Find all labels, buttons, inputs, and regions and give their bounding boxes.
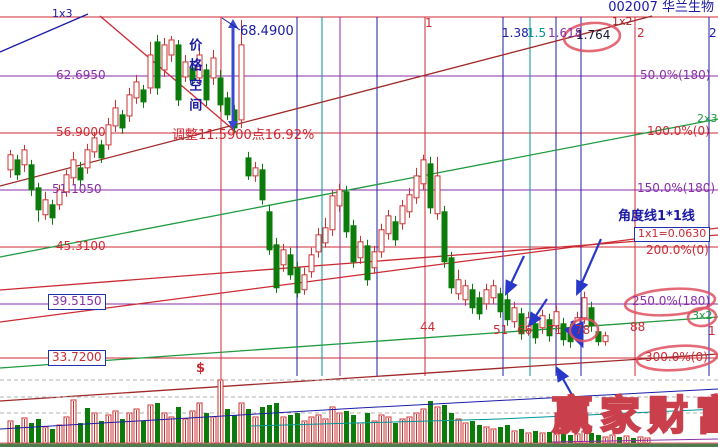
pct-label-300: 300.0%(0)	[645, 350, 708, 364]
time-count-71: 71	[547, 323, 563, 337]
cycle-1-label: 1	[425, 16, 433, 30]
pct-label-50: 50.0%(180)	[640, 68, 711, 82]
fib-1764-label: 1.764	[576, 28, 611, 42]
fib-15-label: 1.5	[527, 26, 547, 40]
cycle-2-label: 2	[637, 26, 645, 40]
price-label-62: 62.6950	[56, 68, 106, 82]
time-count-66: 66	[517, 323, 533, 337]
time-count-51: 51	[493, 323, 509, 337]
annotation-arrows-layer	[221, 17, 603, 396]
price-label-39-boxed: 39.5150	[48, 294, 106, 311]
price-space-annotation: 价格空间	[186, 38, 202, 118]
cycle-2b-label: 2	[709, 26, 717, 40]
price-label-51: 51.1050	[52, 182, 102, 196]
pct-label-250: 250.0%(180)	[632, 294, 711, 308]
pct-label-100: 100.0%(0)	[647, 124, 710, 138]
gann-fan-layer	[0, 13, 718, 402]
dollar-marker: $	[196, 361, 206, 376]
site-watermark: 赢家财富网	[551, 393, 718, 439]
angle-line-annotation: 角度线1*1线	[618, 209, 695, 224]
grid-layer	[0, 16, 718, 443]
fib-1618-label: 1.618	[548, 26, 583, 40]
gann-3x2-label: 3x2	[692, 309, 713, 322]
time-count-88: 88	[630, 320, 646, 334]
pct-label-200: 200.0%(0)	[646, 243, 709, 257]
fib-138-label: 1.38	[502, 26, 529, 40]
time-count-1: 1	[708, 324, 716, 338]
retracement-annotation: 调整11.5900点16.92%	[172, 128, 315, 143]
time-count-44: 44	[420, 320, 436, 334]
price-label-56: 56.9000	[56, 125, 106, 139]
highlight-circles-layer	[562, 21, 718, 372]
volume-layer	[0, 379, 718, 447]
gann-2x3-label: 2x3	[697, 112, 718, 125]
angle-value-box: 1x1=0.0630	[634, 227, 711, 243]
price-label-33-boxed: 33.7200	[48, 350, 106, 367]
gann-1x3-label: 1x3	[52, 7, 73, 20]
price-label-45: 45.3100	[56, 239, 106, 253]
time-count-78: 78	[575, 323, 591, 337]
pct-label-150: 150.0%(180)	[637, 181, 716, 195]
peak-price-label: 68.4900	[240, 24, 294, 39]
stock-title: 002007 华兰生物	[608, 0, 714, 15]
gann-1x2-label: 1x2	[612, 15, 633, 28]
